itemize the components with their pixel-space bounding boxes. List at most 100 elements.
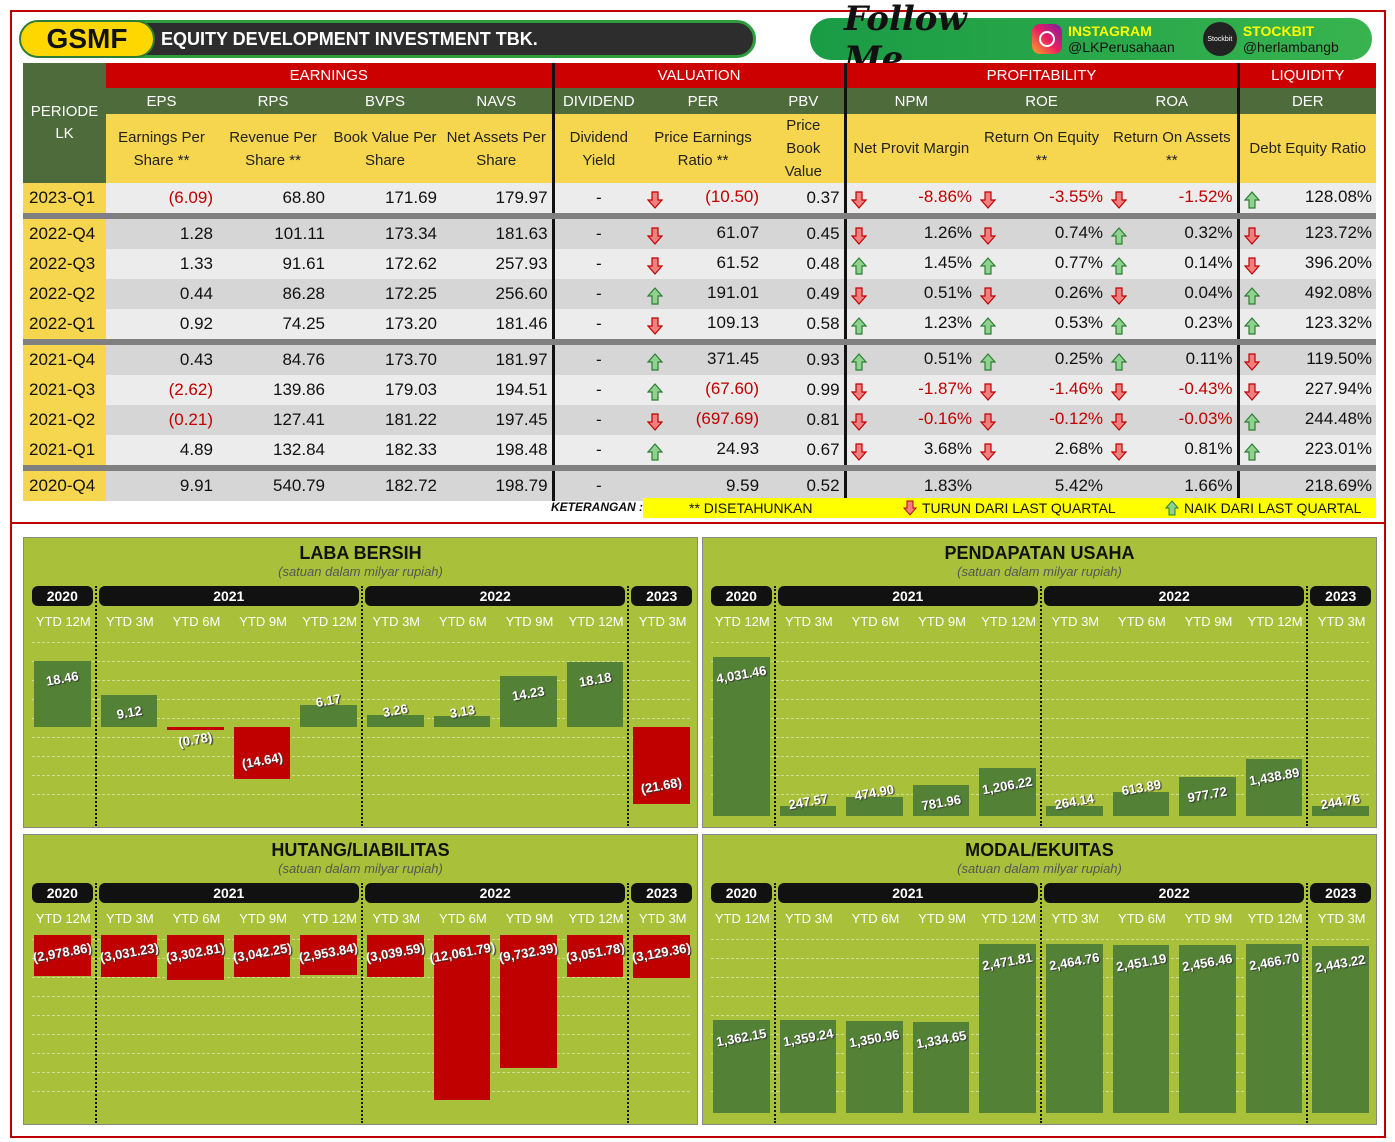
- arrow-down-icon: [1243, 227, 1260, 245]
- legend-down: TURUN DARI LAST QUARTAL: [922, 500, 1116, 516]
- quarter-label: YTD 12M: [714, 911, 770, 926]
- quarter-label: YTD 3M: [785, 911, 833, 926]
- cell-der: 492.08%: [1236, 279, 1377, 309]
- year-pill: 2021: [777, 883, 1038, 903]
- year-pill: 2021: [98, 883, 359, 903]
- bar-negative: [500, 935, 557, 1069]
- cell-value: -3.55%: [1049, 187, 1104, 206]
- arrow-down-icon: [1111, 287, 1128, 305]
- instagram-block[interactable]: INSTAGRAM @LKPerusahaan: [1068, 23, 1175, 55]
- cell-rps: 139.86: [217, 375, 329, 405]
- section-divider: [10, 522, 1386, 524]
- year-pill: 2023: [631, 586, 692, 606]
- bar-negative: [633, 727, 690, 805]
- cell-rps: 68.80: [217, 183, 329, 213]
- col-desc-rps: Revenue Per Share **: [217, 114, 329, 183]
- cell-roe: 5.42%: [976, 471, 1108, 501]
- periode-cell: 2023-Q1: [23, 183, 106, 213]
- cell-value: -1.46%: [1049, 379, 1104, 398]
- quarter-label: YTD 12M: [568, 911, 624, 926]
- cell-rps: 84.76: [217, 345, 329, 375]
- arrow-down-icon: [980, 287, 997, 305]
- bar-negative: [100, 935, 158, 977]
- cell-npm: 3.68%: [843, 435, 977, 465]
- arrow-down-icon: [980, 227, 997, 245]
- col-header-rps: RPS: [217, 88, 329, 114]
- arrow-down-icon: [647, 191, 664, 209]
- cell-value: 194.51: [495, 380, 548, 399]
- cell-div: -: [551, 279, 644, 309]
- cell-value: 197.45: [495, 410, 548, 429]
- cell-value: (6.09): [168, 188, 213, 207]
- year-pill: 2023: [1310, 883, 1371, 903]
- cell-value: 68.80: [282, 188, 325, 207]
- periode-cell: 2021-Q4: [23, 345, 106, 375]
- cell-value: 182.33: [385, 440, 437, 459]
- cell-value: 0.23%: [1184, 313, 1233, 332]
- chart-laba-bersih: LABA BERSIH (satuan dalam milyar rupiah) 2…: [23, 537, 698, 828]
- cell-value: 123.72%: [1304, 223, 1373, 242]
- quarter-label: YTD 3M: [785, 614, 833, 629]
- arrow-up-icon: [980, 317, 997, 335]
- financial-ratio-table: PERIODE LK EARNINGS VALUATION PROFITABIL…: [23, 63, 1377, 501]
- year-separator: [773, 883, 776, 1123]
- cell-der: 119.50%: [1236, 345, 1377, 375]
- cell-value: 182.72: [385, 476, 437, 495]
- quarter-label: YTD 12M: [1247, 911, 1303, 926]
- cell-pbv: 0.67: [763, 435, 846, 465]
- cell-roe: 0.53%: [976, 309, 1108, 339]
- chart-title: MODAL/EKUITAS: [965, 840, 1114, 860]
- col-header-roe: ROE: [976, 88, 1108, 114]
- cell-value: 173.70: [385, 350, 437, 369]
- cell-navs: 257.93: [441, 249, 554, 279]
- col-header-pbv: PBV: [763, 88, 846, 114]
- follow-banner: Follow Me INSTAGRAM @LKPerusahaan Stockb…: [810, 0, 1372, 79]
- cell-value: 1.66%: [1184, 476, 1233, 495]
- cell-pbv: 0.58: [763, 309, 846, 339]
- bar-negative: [233, 727, 291, 780]
- cell-value: 1.33: [179, 254, 213, 273]
- cell-roa: 0.04%: [1107, 279, 1239, 309]
- quarter-label: YTD 9M: [239, 911, 287, 926]
- arrow-down-icon: [850, 227, 867, 245]
- group-earnings: EARNINGS: [106, 63, 554, 88]
- cell-value: (0.21): [168, 410, 213, 429]
- year-pill: 2020: [32, 586, 93, 606]
- cell-navs: 197.45: [441, 405, 554, 435]
- quarter-label: YTD 3M: [106, 614, 154, 629]
- cell-value: 0.37: [806, 188, 840, 207]
- cell-navs: 181.63: [441, 219, 554, 249]
- arrow-down-icon: [850, 383, 867, 401]
- year-separator: [1306, 883, 1309, 1123]
- cell-npm: 0.51%: [843, 345, 977, 375]
- bar-positive: [979, 943, 1036, 1113]
- periode-cell: 2022-Q1: [23, 309, 106, 339]
- cell-value: (697.69): [695, 409, 760, 428]
- stockbit-block[interactable]: STOCKBIT @herlambangb: [1243, 23, 1339, 55]
- quarter-label: YTD 9M: [505, 911, 554, 926]
- quarter-label: YTD 12M: [302, 911, 358, 926]
- cell-value: -: [595, 410, 602, 429]
- cell-value: 181.46: [495, 314, 548, 333]
- cell-value: (10.50): [705, 187, 760, 206]
- col-header-per: PER: [643, 88, 764, 114]
- bar-positive: [1245, 944, 1303, 1113]
- cell-value: 0.67: [806, 440, 840, 459]
- cell-bvps: 172.25: [329, 279, 441, 309]
- cell-value: 0.92: [179, 314, 213, 333]
- year-separator: [94, 586, 97, 826]
- cell-value: 128.08%: [1304, 187, 1373, 206]
- cell-per: (697.69): [643, 405, 764, 435]
- cell-value: (2.62): [168, 380, 213, 399]
- quarter-label: YTD 6M: [172, 911, 221, 926]
- group-liquidity: LIQUIDITY: [1236, 63, 1377, 88]
- arrow-down-icon: [647, 257, 664, 275]
- cell-value: 540.79: [273, 476, 325, 495]
- year-pill: 2020: [711, 883, 772, 903]
- group-profitability: PROFITABILITY: [843, 63, 1239, 88]
- year-pill: 2023: [631, 883, 692, 903]
- cell-roa: 0.23%: [1107, 309, 1239, 339]
- cell-roa: 0.32%: [1107, 219, 1239, 249]
- cell-value: 257.93: [495, 254, 548, 273]
- cell-div: -: [551, 309, 644, 339]
